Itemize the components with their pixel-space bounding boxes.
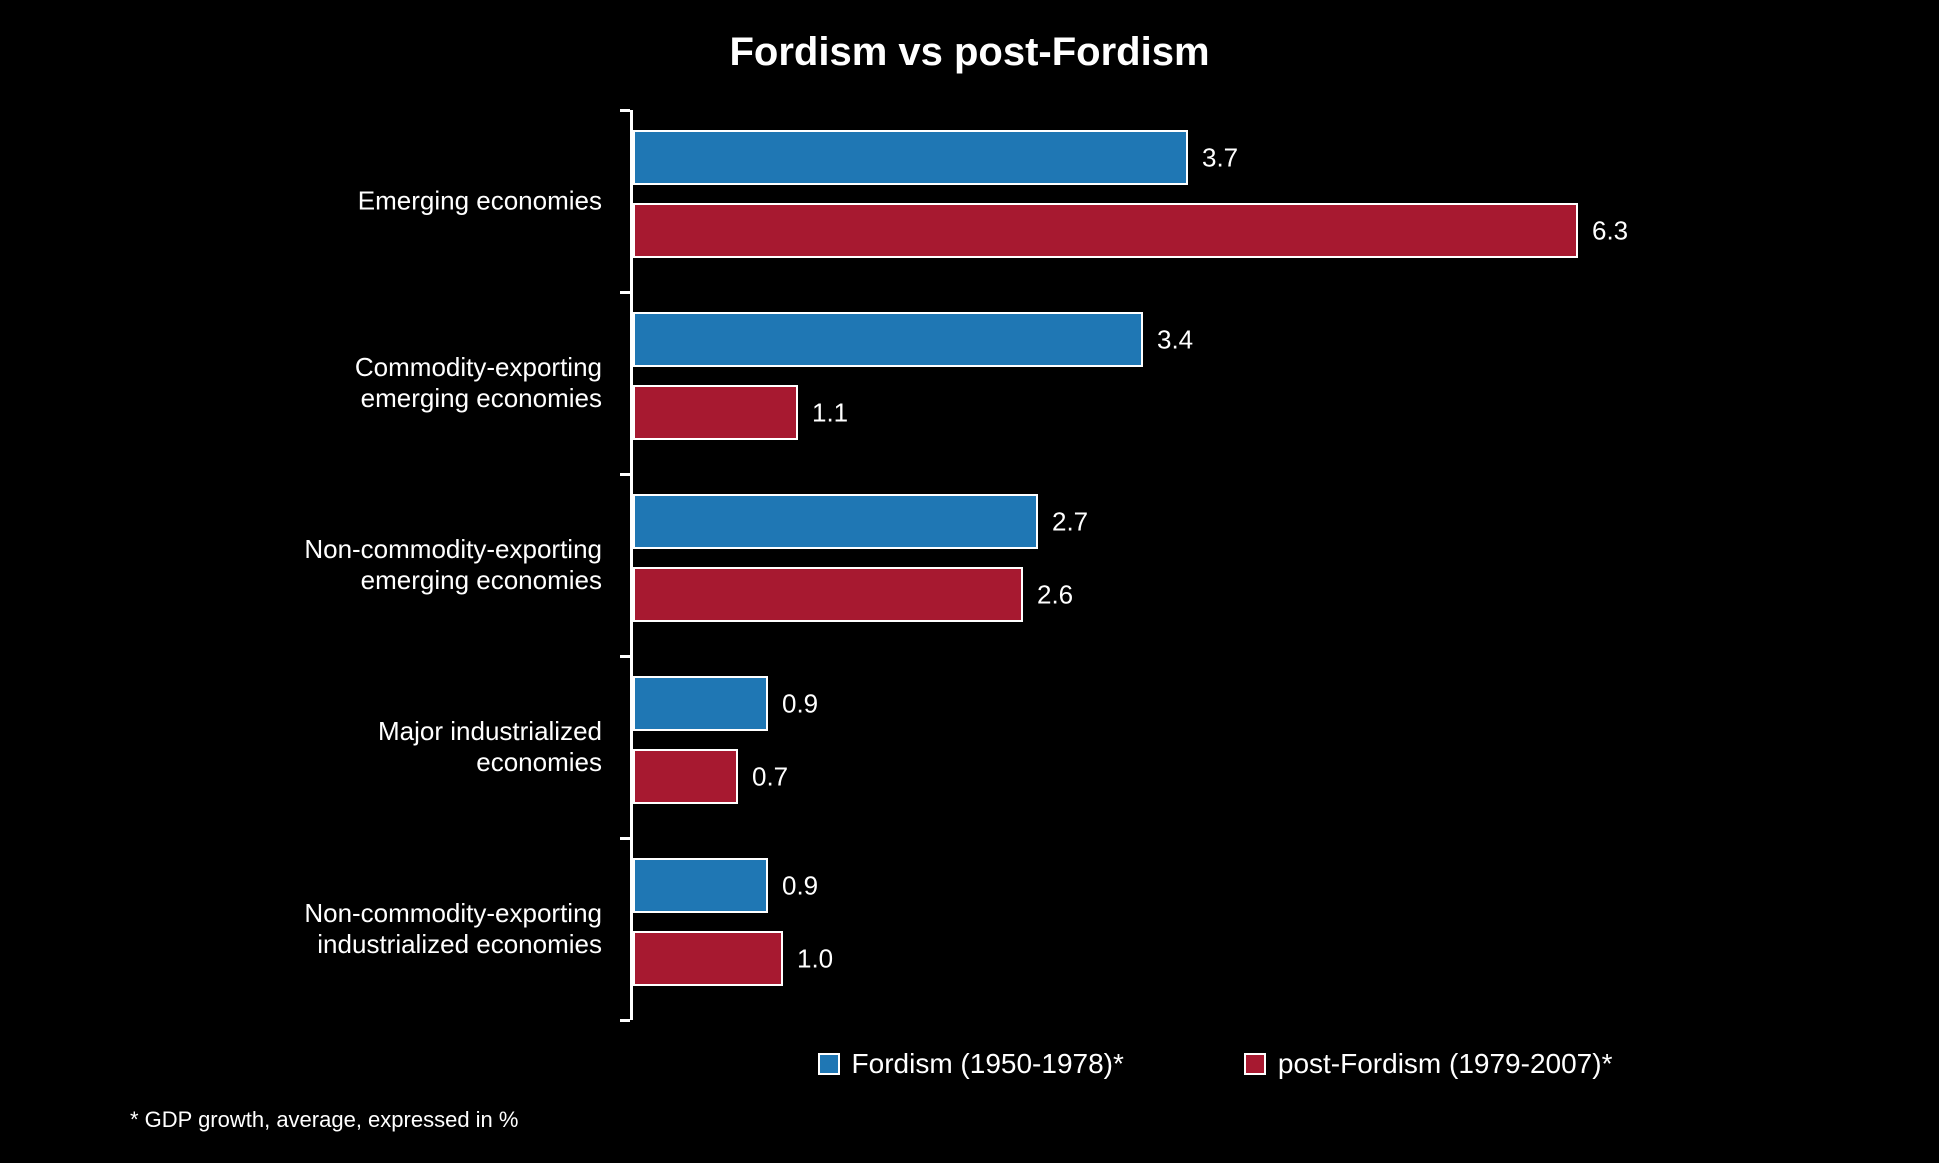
y-axis-tick: [620, 109, 630, 112]
footnote: * GDP growth, average, expressed in %: [130, 1107, 518, 1133]
category-label: Emerging economies: [42, 185, 602, 216]
legend-label: Fordism (1950-1978)*: [852, 1048, 1124, 1080]
bar: [633, 203, 1578, 258]
bar-value-label: 0.7: [752, 761, 788, 792]
chart-stage: Fordism vs post-Fordism Emerging economi…: [0, 0, 1939, 1163]
bar: [633, 130, 1188, 185]
bar-value-label: 0.9: [782, 688, 818, 719]
bar: [633, 676, 768, 731]
bar-value-label: 6.3: [1592, 215, 1628, 246]
legend: Fordism (1950-1978)* post-Fordism (1979-2…: [630, 1048, 1800, 1080]
y-axis-tick: [620, 655, 630, 658]
chart-title: Fordism vs post-Fordism: [0, 30, 1939, 75]
legend-item: Fordism (1950-1978)*: [818, 1048, 1124, 1080]
bar-value-label: 0.9: [782, 870, 818, 901]
y-axis-tick: [620, 1019, 630, 1022]
legend-swatch: [1244, 1053, 1266, 1075]
bar-value-label: 3.7: [1202, 142, 1238, 173]
bar-value-label: 2.6: [1037, 579, 1073, 610]
bar: [633, 749, 738, 804]
category-label: Commodity-exporting emerging economies: [42, 352, 602, 414]
bar: [633, 385, 798, 440]
y-axis-tick: [620, 837, 630, 840]
legend-swatch: [818, 1053, 840, 1075]
category-label: Major industrialized economies: [42, 716, 602, 778]
bar: [633, 567, 1023, 622]
bar: [633, 931, 783, 986]
bar: [633, 858, 768, 913]
category-label: Non-commodity-exporting emerging economi…: [42, 534, 602, 596]
y-axis-tick: [620, 291, 630, 294]
bar-value-label: 3.4: [1157, 324, 1193, 355]
plot-area: Emerging economies3.76.3Commodity-export…: [630, 110, 1800, 1020]
bar-value-label: 2.7: [1052, 506, 1088, 537]
legend-label: post-Fordism (1979-2007)*: [1278, 1048, 1613, 1080]
category-label: Non-commodity-exporting industrialized e…: [42, 898, 602, 960]
bar-value-label: 1.0: [797, 943, 833, 974]
bar: [633, 494, 1038, 549]
bar: [633, 312, 1143, 367]
legend-item: post-Fordism (1979-2007)*: [1244, 1048, 1613, 1080]
y-axis-tick: [620, 473, 630, 476]
bar-value-label: 1.1: [812, 397, 848, 428]
